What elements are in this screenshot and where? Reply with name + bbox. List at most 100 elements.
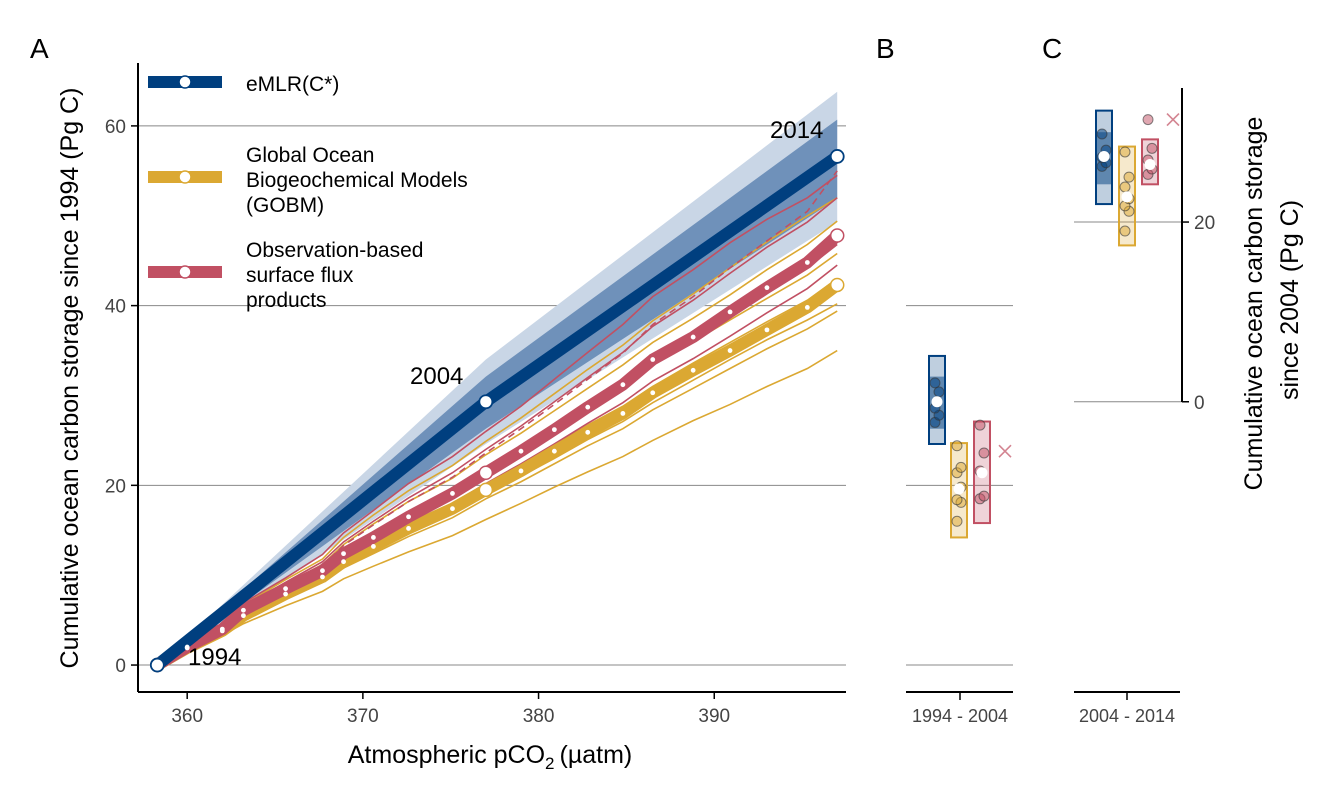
y-axis-label-c-line1: Cumulative ocean carbon storage xyxy=(1240,117,1268,491)
y-tick-label-0: 0 xyxy=(115,656,126,677)
gobm-point-19 xyxy=(804,305,810,310)
gobm-member-point-5 xyxy=(955,461,967,473)
gobm-point-13 xyxy=(585,429,591,435)
obs-mean-point xyxy=(1144,159,1156,171)
legend-label-obs-1: Observation-based xyxy=(246,239,423,262)
obs-point-7 xyxy=(371,535,376,540)
y-axis-label-a: Cumulative ocean carbon storage since 19… xyxy=(56,88,84,669)
gobm-member-point-5 xyxy=(1123,171,1135,183)
obs-member-point-1 xyxy=(978,490,990,502)
obs-member-point-4 xyxy=(974,419,986,431)
ticks-c: 0 20 xyxy=(1182,213,1215,414)
obs-member-point-4 xyxy=(1142,114,1154,126)
emlr-member-point-3 xyxy=(933,386,945,398)
panel-label-b: B xyxy=(876,33,895,64)
gobm-point-11 xyxy=(518,468,524,474)
x-tick-label-360: 360 xyxy=(171,706,203,727)
y-tick-label-60: 60 xyxy=(105,117,126,138)
obs-point-1 xyxy=(184,644,190,650)
gobm-point-12 xyxy=(551,448,557,454)
emlr-point-0 xyxy=(149,657,165,673)
y-axis-label-c: Cumulative ocean carbon storage since 20… xyxy=(1240,110,1304,491)
obs-point-17 xyxy=(727,309,733,315)
obs-cross-marker xyxy=(1166,113,1180,127)
obs-point-2 xyxy=(219,626,225,632)
gobm-member-point-6 xyxy=(951,440,963,452)
gobm-point-9 xyxy=(450,506,455,512)
series-points xyxy=(149,149,845,673)
legend-label-gobm-1: Global Ocean xyxy=(246,144,374,167)
obs-point-8 xyxy=(406,514,411,520)
gobm-member-point-2 xyxy=(951,494,963,506)
gobm-point-5 xyxy=(320,574,325,580)
gobm-point-17 xyxy=(727,348,733,353)
annotation-1994: 1994 xyxy=(188,644,241,671)
x-tick-label-390: 390 xyxy=(698,706,730,727)
gobm-mean-point xyxy=(1121,191,1133,203)
obs-point-5 xyxy=(320,568,325,574)
obs-point-12 xyxy=(551,427,557,433)
obs-cross-marker xyxy=(998,444,1012,458)
gobm-member-point-0 xyxy=(951,515,963,527)
obs-mean-point xyxy=(976,467,988,479)
category-label-b: 1994 - 2004 xyxy=(912,706,1008,726)
obs-member-line-3 xyxy=(156,174,838,666)
obs-point-10 xyxy=(478,465,494,480)
gobm-point-3 xyxy=(241,613,246,619)
obs-member-point-3 xyxy=(978,447,990,459)
legend-label-obs-3: products xyxy=(246,289,327,312)
x-tick-label-380: 380 xyxy=(523,706,555,727)
emlr-point-2 xyxy=(829,149,845,164)
x-axis-label-main: Atmospheric pCO xyxy=(348,741,545,769)
obs-point-20 xyxy=(829,228,845,243)
gobm-point-10 xyxy=(478,482,494,498)
emlr-member-point-4 xyxy=(929,377,941,389)
x-axis-label-subscript: 2 xyxy=(545,754,554,773)
gobm-member-line-0 xyxy=(156,349,838,666)
y-tick-label-20: 20 xyxy=(105,476,126,497)
obs-point-3 xyxy=(241,607,246,613)
x-tick-label-370: 370 xyxy=(347,706,379,727)
category-label-c: 2004 - 2014 xyxy=(1079,706,1175,726)
panel-label-a: A xyxy=(30,33,49,64)
gobm-point-7 xyxy=(371,544,376,549)
gobm-point-18 xyxy=(764,327,770,333)
gobm-mean-point xyxy=(953,483,965,495)
gobm-point-14 xyxy=(620,411,626,416)
obs-point-13 xyxy=(585,404,591,410)
boxes-b xyxy=(928,354,1012,539)
y-axis-label-c-line2: since 2004 (Pg C) xyxy=(1276,200,1304,400)
gobm-point-4 xyxy=(283,591,288,597)
emlr-point-1 xyxy=(478,394,494,410)
obs-member-point-3 xyxy=(1146,142,1158,154)
grid-c xyxy=(1074,221,1182,403)
gobm-point-6 xyxy=(341,559,346,565)
legend: eMLR(C*) Global Ocean Biogeochemical Mod… xyxy=(148,73,468,312)
gobm-point-20 xyxy=(829,277,845,293)
obs-point-4 xyxy=(283,586,288,592)
legend-label-emlr: eMLR(C*) xyxy=(246,73,339,96)
obs-point-15 xyxy=(650,357,656,362)
obs-point-16 xyxy=(690,334,696,340)
obs-point-9 xyxy=(450,491,455,496)
panel-label-c: C xyxy=(1042,33,1062,64)
grid-a xyxy=(138,125,846,666)
gobm-member-point-6 xyxy=(1119,146,1131,158)
emlr-mean-point xyxy=(1098,150,1110,162)
boxes-c xyxy=(1095,109,1180,247)
legend-label-gobm-3: (GOBM) xyxy=(246,194,324,217)
x-axis-label-unit: (µatm) xyxy=(560,741,633,769)
annotation-2004: 2004 xyxy=(410,363,463,390)
x-axis-label-a: Atmospheric pCO2 (µatm) xyxy=(348,741,633,773)
obs-point-11 xyxy=(518,448,524,454)
y-tick-label-40: 40 xyxy=(105,297,126,318)
obs-point-18 xyxy=(764,285,770,291)
legend-item-gobm: Global Ocean Biogeochemical Models (GOBM… xyxy=(148,144,468,217)
y-tick-label-c-20: 20 xyxy=(1194,213,1215,234)
obs-point-19 xyxy=(804,260,810,265)
gobm-point-15 xyxy=(650,390,656,396)
legend-item-obs: Observation-based surface flux products xyxy=(148,239,423,312)
gobm-member-point-4 xyxy=(1119,181,1131,193)
emlr-mean-point xyxy=(931,396,943,408)
